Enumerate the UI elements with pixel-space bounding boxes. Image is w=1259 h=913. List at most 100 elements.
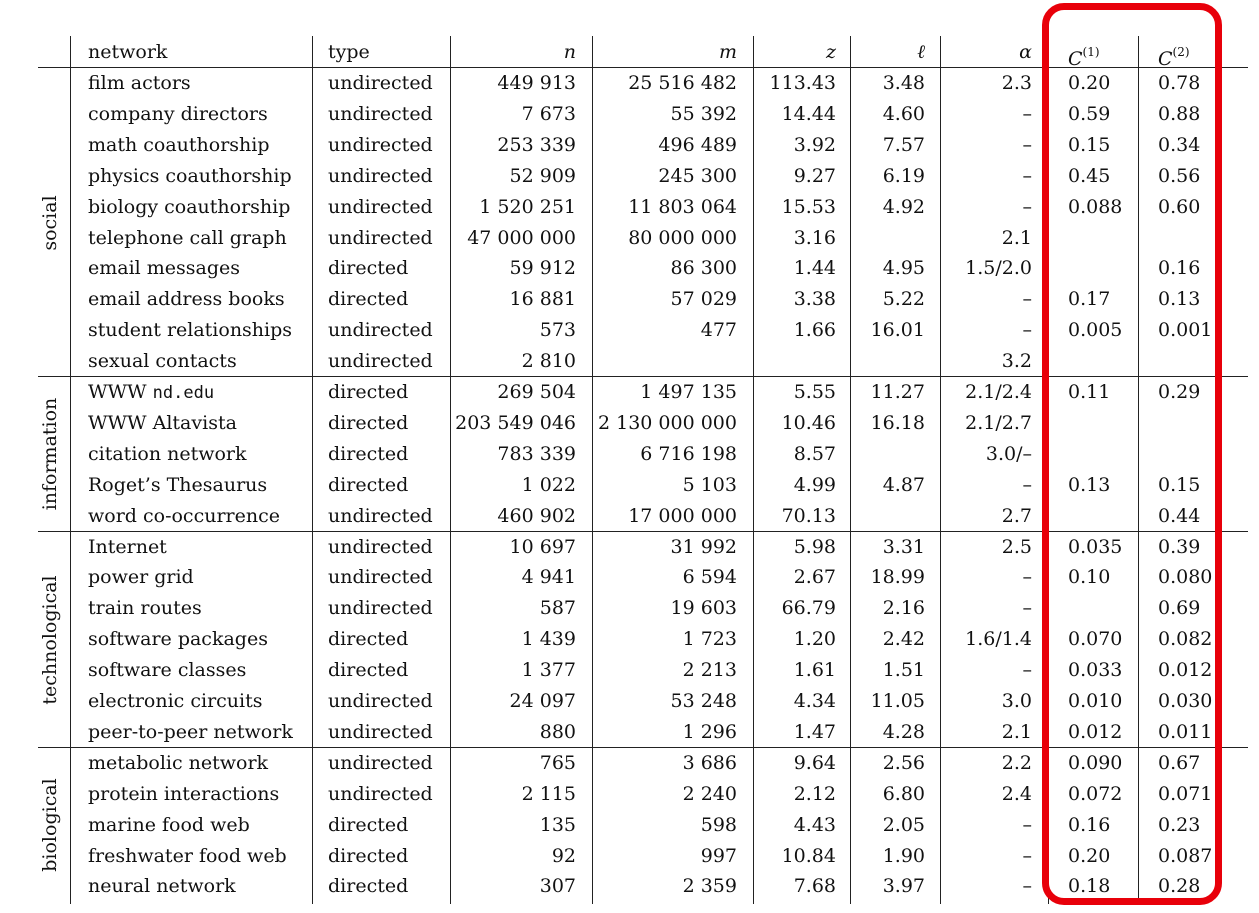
cell-network: student relationships: [88, 319, 293, 342]
cell-alpha: –: [1022, 195, 1033, 218]
cell-ell: 4.95: [882, 257, 925, 280]
cell-n: 2 810: [521, 350, 576, 373]
cell-n: 307: [539, 875, 576, 898]
cell-type: undirected: [328, 350, 433, 373]
cell-network: train routes: [88, 597, 202, 620]
cell-c2: 0.001: [1158, 319, 1213, 342]
cell-type: undirected: [328, 751, 433, 774]
cell-network: film actors: [88, 72, 191, 94]
cell-network: email messages: [88, 257, 241, 280]
cell-network: electronic circuits: [88, 690, 263, 712]
cell-m: 2 240: [682, 782, 737, 805]
cell-c2: 0.29: [1158, 381, 1201, 403]
header-m: m: [718, 41, 737, 63]
cell-c1: 0.090: [1068, 751, 1123, 774]
cell-z: 3.92: [793, 133, 836, 156]
cell-c1: 0.13: [1068, 473, 1111, 496]
cell-n: 16 881: [509, 288, 576, 311]
cell-alpha: 1.5/2.0: [965, 257, 1032, 280]
cell-c1: 0.035: [1068, 535, 1123, 558]
cell-c2: [1158, 223, 1224, 253]
cell-type: undirected: [328, 319, 433, 342]
cell-type: undirected: [328, 782, 433, 805]
cell-type: undirected: [328, 72, 433, 94]
cell-c2: 0.23: [1158, 813, 1201, 836]
cell-network: freshwater food web: [88, 844, 287, 867]
column-rule: [592, 36, 593, 905]
cell-type: undirected: [328, 226, 433, 249]
cell-n: 7 673: [521, 102, 576, 125]
cell-c1: [1068, 223, 1134, 253]
cell-alpha: –: [1022, 319, 1033, 342]
cell-type: directed: [328, 381, 409, 403]
cell-m: 1 296: [682, 720, 737, 743]
cell-m: 2 213: [682, 659, 737, 682]
cell-network: software classes: [88, 659, 247, 682]
cell-c1: 0.17: [1068, 288, 1111, 311]
cell-n: 587: [539, 597, 576, 620]
cell-alpha: 2.7: [1001, 504, 1032, 527]
cell-c1: 0.033: [1068, 659, 1123, 682]
cell-alpha: –: [1022, 844, 1033, 867]
cell-z: 14.44: [781, 102, 836, 125]
category-label-technological: technological: [39, 575, 61, 705]
cell-z: 9.27: [793, 164, 836, 187]
cell-type: directed: [328, 844, 409, 867]
header-alpha: α: [1019, 41, 1032, 63]
cell-m: 55 392: [670, 102, 737, 125]
cell-c1: 0.012: [1068, 720, 1123, 743]
cell-alpha: 2.5: [1001, 535, 1032, 558]
cell-ell: [852, 501, 925, 531]
cell-ell: 16.18: [870, 411, 925, 434]
category-label-information: information: [39, 397, 61, 511]
cell-type: undirected: [328, 690, 433, 712]
cell-network: physics coauthorship: [88, 164, 292, 187]
header-c2-sup: (2): [1172, 45, 1190, 59]
cell-z: 4.99: [793, 473, 836, 496]
cell-type: directed: [328, 659, 409, 682]
cell-type: undirected: [328, 195, 433, 218]
cell-z: 15.53: [781, 195, 836, 218]
cell-c2: 0.071: [1158, 782, 1213, 805]
cell-alpha: 1.6/1.4: [965, 628, 1032, 651]
cell-n: 269 504: [497, 381, 576, 403]
cell-c1: 0.11: [1068, 381, 1111, 403]
cell-n: 92: [551, 844, 576, 867]
cell-z: 1.20: [793, 628, 836, 651]
cell-m: 17 000 000: [628, 504, 737, 527]
cell-alpha: –: [1022, 813, 1033, 836]
cell-alpha: –: [1022, 164, 1033, 187]
cell-m: 2 359: [682, 875, 737, 898]
cell-network: math coauthorship: [88, 133, 270, 156]
cell-type: directed: [328, 257, 409, 280]
cell-m: 25 516 482: [628, 72, 737, 94]
cell-c1: [1068, 346, 1134, 376]
category-label-biological: biological: [39, 778, 61, 872]
cell-type: undirected: [328, 133, 433, 156]
cell-ell: [852, 346, 925, 376]
cell-c1: 0.070: [1068, 628, 1123, 651]
cell-ell: 5.22: [882, 288, 925, 311]
cell-ell: 18.99: [870, 566, 925, 589]
cell-ell: 6.19: [882, 164, 925, 187]
cell-m: 6 594: [682, 566, 737, 589]
cell-c1: 0.20: [1068, 72, 1111, 94]
cell-m: 11 803 064: [628, 195, 737, 218]
cell-n: 59 912: [509, 257, 576, 280]
cell-n: 24 097: [509, 690, 576, 712]
cell-z: 1.47: [793, 720, 836, 743]
cell-alpha: 3.0: [1001, 690, 1032, 712]
column-rule: [850, 36, 851, 905]
cell-ell: 4.28: [882, 720, 925, 743]
cell-z: 8.57: [793, 442, 836, 465]
cell-n: 573: [539, 319, 576, 342]
cell-type: directed: [328, 473, 409, 496]
cell-type: undirected: [328, 504, 433, 527]
cell-m: 3 686: [682, 751, 737, 774]
cell-m: 1 723: [682, 628, 737, 651]
category-rule: [38, 746, 1248, 748]
cell-c2: [1158, 439, 1224, 469]
cell-type: directed: [328, 288, 409, 311]
cell-c2: 0.67: [1158, 751, 1201, 774]
cell-alpha: –: [1022, 659, 1033, 682]
